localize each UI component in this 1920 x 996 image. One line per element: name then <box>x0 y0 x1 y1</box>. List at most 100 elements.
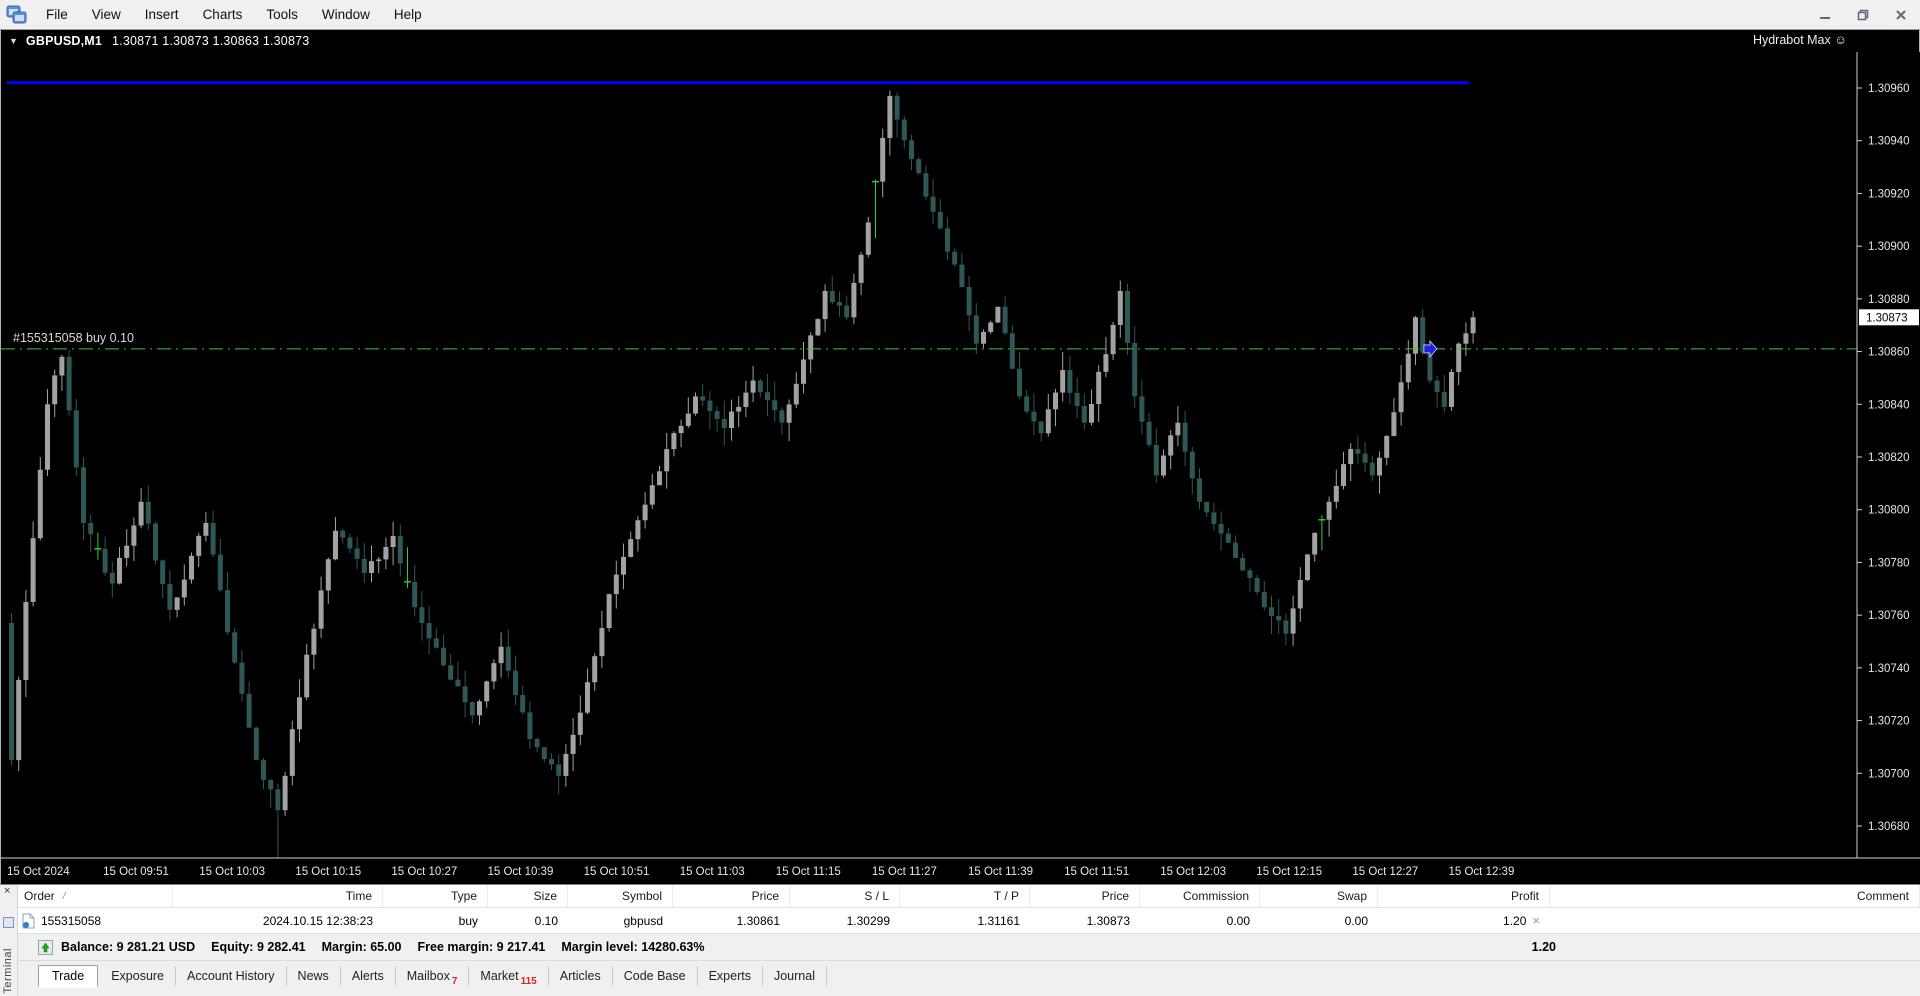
time-axis-label: 15 Oct 11:27 <box>872 866 937 878</box>
order-cell-commission: 0.00 <box>1226 913 1250 928</box>
tab-experts[interactable]: Experts <box>698 966 763 986</box>
current-price-tag: 1.30873 <box>1866 312 1908 324</box>
order-cell-sl: 1.30299 <box>846 913 890 928</box>
chart-titlebar: ▼ GBPUSD,M1 1.30871 1.30873 1.30863 1.30… <box>1 30 1919 52</box>
time-axis-label: 15 Oct 11:03 <box>680 866 745 878</box>
tab-market[interactable]: Market 115 <box>469 966 549 987</box>
ea-overlay-label: Hydrabot Max ☺ <box>1752 33 1847 47</box>
app-logo-icon <box>6 5 27 23</box>
order-cell-tp: 1.31161 <box>977 913 1021 928</box>
menu-item-view[interactable]: View <box>91 7 121 22</box>
price-axis-label: 1.30700 <box>1868 768 1910 780</box>
column-header-swap[interactable]: Swap <box>1260 885 1378 907</box>
order-cell-order: 155315058 <box>18 908 173 933</box>
tab-badge: 7 <box>451 976 458 987</box>
menu-item-insert[interactable]: Insert <box>144 7 179 22</box>
menu-items: File View Insert Charts Tools Window Help <box>34 3 434 26</box>
order-line-label: #155315058 buy 0.10 <box>13 331 134 345</box>
close-button[interactable] <box>1886 3 1916 27</box>
price-axis-label: 1.30960 <box>1868 83 1910 95</box>
total-profit-value: 1.20 <box>1531 940 1556 954</box>
time-axis-label: 15 Oct 10:15 <box>295 866 361 878</box>
time-axis-label: 15 Oct 11:15 <box>776 866 841 878</box>
menu-item-file[interactable]: File <box>46 7 68 22</box>
column-header-commission[interactable]: Commission <box>1140 885 1260 907</box>
order-table-row[interactable]: 155315058 2024.10.15 12:38:23 buy 0.10 gbpus… <box>18 908 1920 934</box>
account-summary-values: Balance: 9 281.21 USD Equity: 9 282.41 Mar… <box>61 938 721 956</box>
terminal-panel: × Terminal Order / Time Type Size Symbol Price… <box>0 884 1920 996</box>
column-header-price[interactable]: Price <box>673 885 790 907</box>
price-axis-label: 1.30860 <box>1868 347 1910 359</box>
price-axis-label: 1.30900 <box>1868 241 1910 253</box>
column-header-sl[interactable]: S / L <box>790 885 900 907</box>
chart-canvas[interactable]: #155315058 buy 0.10 1.30960 1.30940 1.30920… <box>1 52 1920 884</box>
price-axis-label: 1.30940 <box>1868 136 1910 148</box>
order-cell-symbol: gbpusd <box>623 913 663 928</box>
sort-indicator: / <box>62 890 66 902</box>
close-position-button[interactable]: × <box>1532 913 1540 928</box>
time-axis-label: 15 Oct 10:51 <box>584 866 650 878</box>
chart-symbol-period: GBPUSD,M1 <box>25 34 103 48</box>
tab-badge: 115 <box>520 976 537 987</box>
column-header-profit[interactable]: Profit <box>1378 885 1550 907</box>
menu-item-tools[interactable]: Tools <box>266 7 298 22</box>
time-axis-label: 15 Oct 11:51 <box>1064 866 1129 878</box>
tab-exposure[interactable]: Exposure <box>100 966 177 986</box>
menu-bar: File View Insert Charts Tools Window Help <box>0 0 1920 30</box>
time-axis-label: 15 Oct 11:39 <box>968 866 1033 878</box>
tab-trade[interactable]: Trade <box>38 965 99 987</box>
tab-journal[interactable]: Journal <box>763 966 827 986</box>
tab-mailbox[interactable]: Mailbox 7 <box>396 966 470 987</box>
terminal-tabs: Trade Exposure Account History News Alerts Ma… <box>18 961 1920 996</box>
time-axis-label: 15 Oct 12:03 <box>1160 866 1226 878</box>
order-cell-price: 1.30873 <box>1086 913 1130 928</box>
tab-alerts[interactable]: Alerts <box>341 966 396 986</box>
price-axis-label: 1.30720 <box>1868 716 1910 728</box>
terminal-panel-icon <box>3 917 14 928</box>
time-axis-label: 15 Oct 09:51 <box>103 866 169 878</box>
terminal-side-strip: × Terminal <box>0 885 18 996</box>
balance-segment: Balance: 9 281.21 USD <box>61 940 196 954</box>
order-cell-price: 1.30861 <box>736 913 780 928</box>
column-header-tp[interactable]: T / P <box>900 885 1030 907</box>
price-axis-label: 1.30760 <box>1868 610 1910 622</box>
terminal-close-button[interactable]: × <box>4 885 11 897</box>
chart-collapse-icon[interactable]: ▼ <box>9 36 18 46</box>
column-header-time[interactable]: Time <box>173 885 383 907</box>
order-cell-size: 0.10 <box>534 913 558 928</box>
price-axis-label: 1.30800 <box>1868 505 1910 517</box>
tab-account-history[interactable]: Account History <box>176 966 287 986</box>
tab-news[interactable]: News <box>287 966 341 986</box>
price-axis-label: 1.30880 <box>1868 294 1910 306</box>
menu-item-window[interactable]: Window <box>321 7 370 22</box>
order-cell-profit: 1.20 × <box>1503 913 1540 928</box>
order-cell-swap: 0.00 <box>1344 913 1368 928</box>
column-header-order[interactable]: Order / <box>18 885 173 907</box>
column-header-size[interactable]: Size <box>488 885 568 907</box>
menu-item-help[interactable]: Help <box>393 7 422 22</box>
restore-button[interactable] <box>1848 3 1878 27</box>
order-type-icon <box>22 913 35 928</box>
balance-icon <box>38 939 53 955</box>
minimize-button[interactable] <box>1810 3 1840 27</box>
price-axis-label: 1.30920 <box>1868 188 1910 200</box>
chart-window: ▼ GBPUSD,M1 1.30871 1.30873 1.30863 1.30… <box>0 30 1920 884</box>
column-header-price-close[interactable]: Price <box>1030 885 1140 907</box>
time-axis-label: 15 Oct 12:15 <box>1256 866 1322 878</box>
order-cell-time: 2024.10.15 12:38:23 <box>262 913 373 928</box>
balance-segment: Margin level: 14280.63% <box>561 940 705 954</box>
tab-code-base[interactable]: Code Base <box>613 966 698 986</box>
column-header-comment[interactable]: Comment <box>1550 885 1920 907</box>
column-header-symbol[interactable]: Symbol <box>568 885 673 907</box>
tab-articles[interactable]: Articles <box>549 966 613 986</box>
time-axis-label: 15 Oct 2024 <box>7 866 70 878</box>
balance-segment: Equity: 9 282.41 <box>211 940 306 954</box>
account-summary-row: Balance: 9 281.21 USD Equity: 9 282.41 Mar… <box>18 934 1920 961</box>
column-header-type[interactable]: Type <box>383 885 488 907</box>
menu-item-charts[interactable]: Charts <box>202 7 243 22</box>
chart-ohlc-quotes: 1.30871 1.30873 1.30863 1.30873 <box>112 34 310 48</box>
time-axis-label: 15 Oct 12:27 <box>1352 866 1418 878</box>
time-axis-label: 15 Oct 10:27 <box>391 866 457 878</box>
order-cell-comment <box>1550 908 1920 933</box>
